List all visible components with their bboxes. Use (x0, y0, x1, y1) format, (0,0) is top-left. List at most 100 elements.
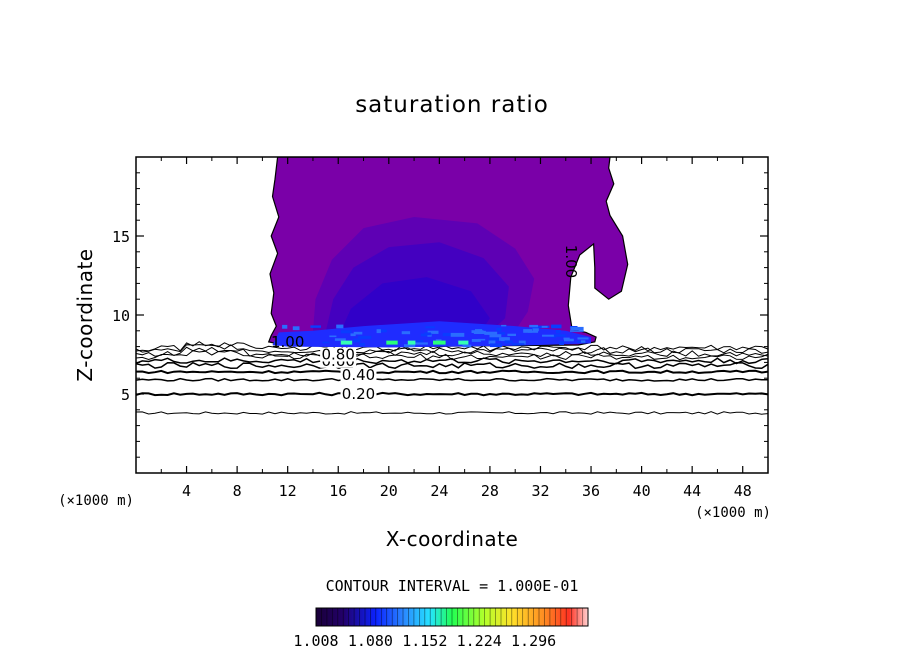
turbulence-cell (488, 340, 496, 344)
turbulence-cell (498, 332, 506, 335)
y-axis-ticks: 5 10 15 (112, 172, 768, 458)
turbulence-cell (489, 334, 502, 338)
turbulence-cell (425, 326, 435, 329)
turbulence-cell (416, 340, 424, 343)
turbulence-cell (417, 342, 428, 345)
x-tick-label: 20 (380, 482, 398, 500)
turbulence-cell (570, 326, 584, 331)
turbulence-cell (442, 332, 452, 337)
turbulence-cell (353, 331, 363, 335)
colorbar-tick-label: 1.296 (511, 632, 556, 650)
turbulence-cell (471, 339, 481, 342)
x-tick-label: 28 (481, 482, 499, 500)
turbulence-cell (450, 332, 465, 337)
turbulence-cell (350, 333, 356, 337)
contour-line (136, 361, 768, 370)
contour-label: 1.00 (562, 245, 580, 278)
turbulence-cell (413, 342, 418, 345)
contour-label: 0.20 (342, 385, 375, 403)
max-patch (386, 340, 398, 345)
contour-label: 0.40 (342, 366, 375, 384)
turbulence-cell (550, 336, 556, 338)
x-unit-left: (×1000 m) (58, 493, 134, 509)
turbulence-cell (401, 331, 411, 335)
contour-label: 1.00 (271, 333, 304, 351)
turbulence-cell (523, 329, 532, 333)
x-tick-label: 44 (683, 482, 701, 500)
colorbar-tick-label: 1.080 (348, 632, 393, 650)
turbulence-cell (555, 330, 561, 334)
turbulence-cell (322, 341, 330, 344)
contour-line (136, 377, 768, 382)
max-patch (458, 340, 469, 345)
contour-line (136, 411, 768, 415)
contour-label-bg (340, 368, 377, 382)
turbulence-cell (404, 344, 416, 348)
turbulence-cell (496, 327, 502, 332)
x-tick-label: 8 (233, 482, 242, 500)
turbulence-cell (532, 327, 539, 332)
turbulence-cell (427, 334, 432, 337)
x-tick-label: 32 (531, 482, 549, 500)
max-patch (433, 340, 446, 345)
turbulence-cell (490, 343, 502, 348)
turbulence-cell (310, 325, 321, 328)
x-tick-label: 36 (582, 482, 600, 500)
turbulence-cell (541, 325, 548, 328)
contour-line (136, 341, 768, 352)
turbulence-cell (577, 337, 589, 340)
turbulence-cell (380, 329, 387, 333)
turbulence-cell (477, 338, 486, 341)
x-tick-label: 40 (633, 482, 651, 500)
turbulence-cell (292, 326, 300, 331)
x-axis-label: X-coordinate (386, 527, 519, 551)
turbulence-cell (340, 330, 352, 334)
y-tick-label: 15 (112, 228, 130, 246)
turbulence-cell (564, 338, 574, 342)
turbulence-cell (559, 341, 564, 345)
turbulence-cell (528, 330, 538, 333)
turbulence-cell (570, 330, 584, 332)
turbulence-cell (499, 337, 509, 341)
turbulence-cell (518, 340, 526, 345)
x-tick-label: 12 (279, 482, 297, 500)
turbulence-cell (563, 337, 570, 340)
contour-line (136, 391, 768, 397)
contour-line (136, 369, 768, 375)
turbulence-cell (462, 344, 472, 348)
colorbar-tick-label: 1.224 (457, 632, 502, 650)
turbulence-cell (424, 332, 431, 336)
contour-line (136, 346, 768, 358)
turbulence-cell (282, 324, 288, 329)
contour-interval-text: CONTOUR INTERVAL = 1.000E-01 (326, 577, 579, 595)
y-axis-label: Z-coordinate (73, 248, 97, 381)
turbulence-cell (489, 337, 501, 342)
plot-area (136, 157, 768, 415)
x-axis-ticks: 4 8 12 16 20 24 28 32 36 40 44 48 (160, 157, 769, 500)
max-patch (407, 340, 416, 345)
turbulence-cell (504, 340, 513, 344)
x-tick-label: 16 (329, 482, 347, 500)
contour-label-bg (340, 387, 377, 401)
turbulence-cell (542, 334, 556, 337)
turbulence-cell (357, 335, 372, 339)
turbulence-cell (501, 324, 507, 327)
contour-label: 0.80 (321, 346, 354, 364)
x-unit-right: (×1000 m) (695, 505, 771, 521)
contour-line (136, 344, 768, 354)
colorbar-tick-label: 1.152 (402, 632, 447, 650)
turbulence-cell (359, 343, 365, 346)
contour-label-bg (320, 347, 357, 362)
colorbar-ticks: 1.008 1.080 1.152 1.224 1.296 (293, 608, 589, 650)
turbulence-cell (553, 334, 566, 337)
turbulence-cell (336, 324, 344, 329)
turbulence-cell (435, 339, 442, 342)
turbulence-cell (512, 343, 525, 346)
turbulence-cell (376, 329, 381, 334)
contour-labels: 0.200.400.600.801.001.00 (271, 245, 580, 403)
turbulence-cell (329, 335, 337, 338)
x-tick-label: 48 (734, 482, 752, 500)
turbulence-cell (507, 333, 516, 336)
turbulence-cell (551, 324, 562, 329)
